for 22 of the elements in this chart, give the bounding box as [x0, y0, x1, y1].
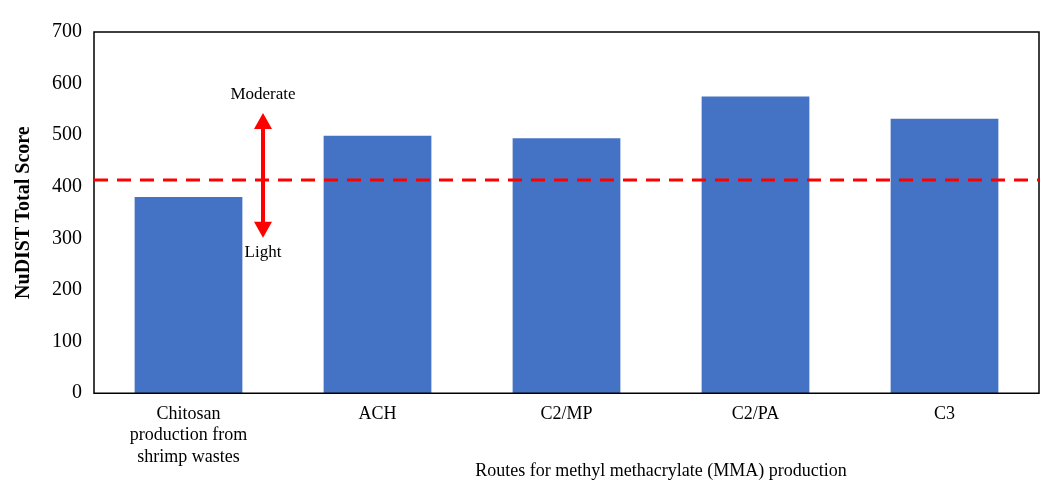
y-tick-label: 400 [52, 174, 82, 197]
x-tick-label: C2/PA [731, 402, 780, 423]
x-tick-label: C2/MP [540, 402, 593, 423]
y-tick-label: 500 [52, 122, 82, 145]
bar [134, 197, 243, 394]
bar [890, 118, 999, 394]
y-axis-title: NuDIST Total Score [11, 126, 34, 299]
y-tick-label: 0 [72, 380, 82, 403]
annotation: Moderate [230, 83, 296, 103]
bar [323, 135, 432, 394]
bar [512, 138, 621, 394]
x-axis-title: Routes for methyl methacrylate (MMA) production [475, 459, 847, 481]
y-tick-label: 300 [52, 225, 82, 248]
y-tick-label: 100 [52, 328, 82, 351]
x-tick-label: Chitosan production from shrimp wastes [129, 402, 248, 466]
bar [701, 96, 810, 394]
x-tick-label: C3 [933, 402, 956, 423]
y-tick-label: 700 [52, 19, 82, 42]
y-tick-label: 600 [52, 70, 82, 93]
annotation: Light [244, 241, 282, 261]
y-tick-label: 200 [52, 277, 82, 300]
x-tick-label: ACH [358, 402, 397, 423]
